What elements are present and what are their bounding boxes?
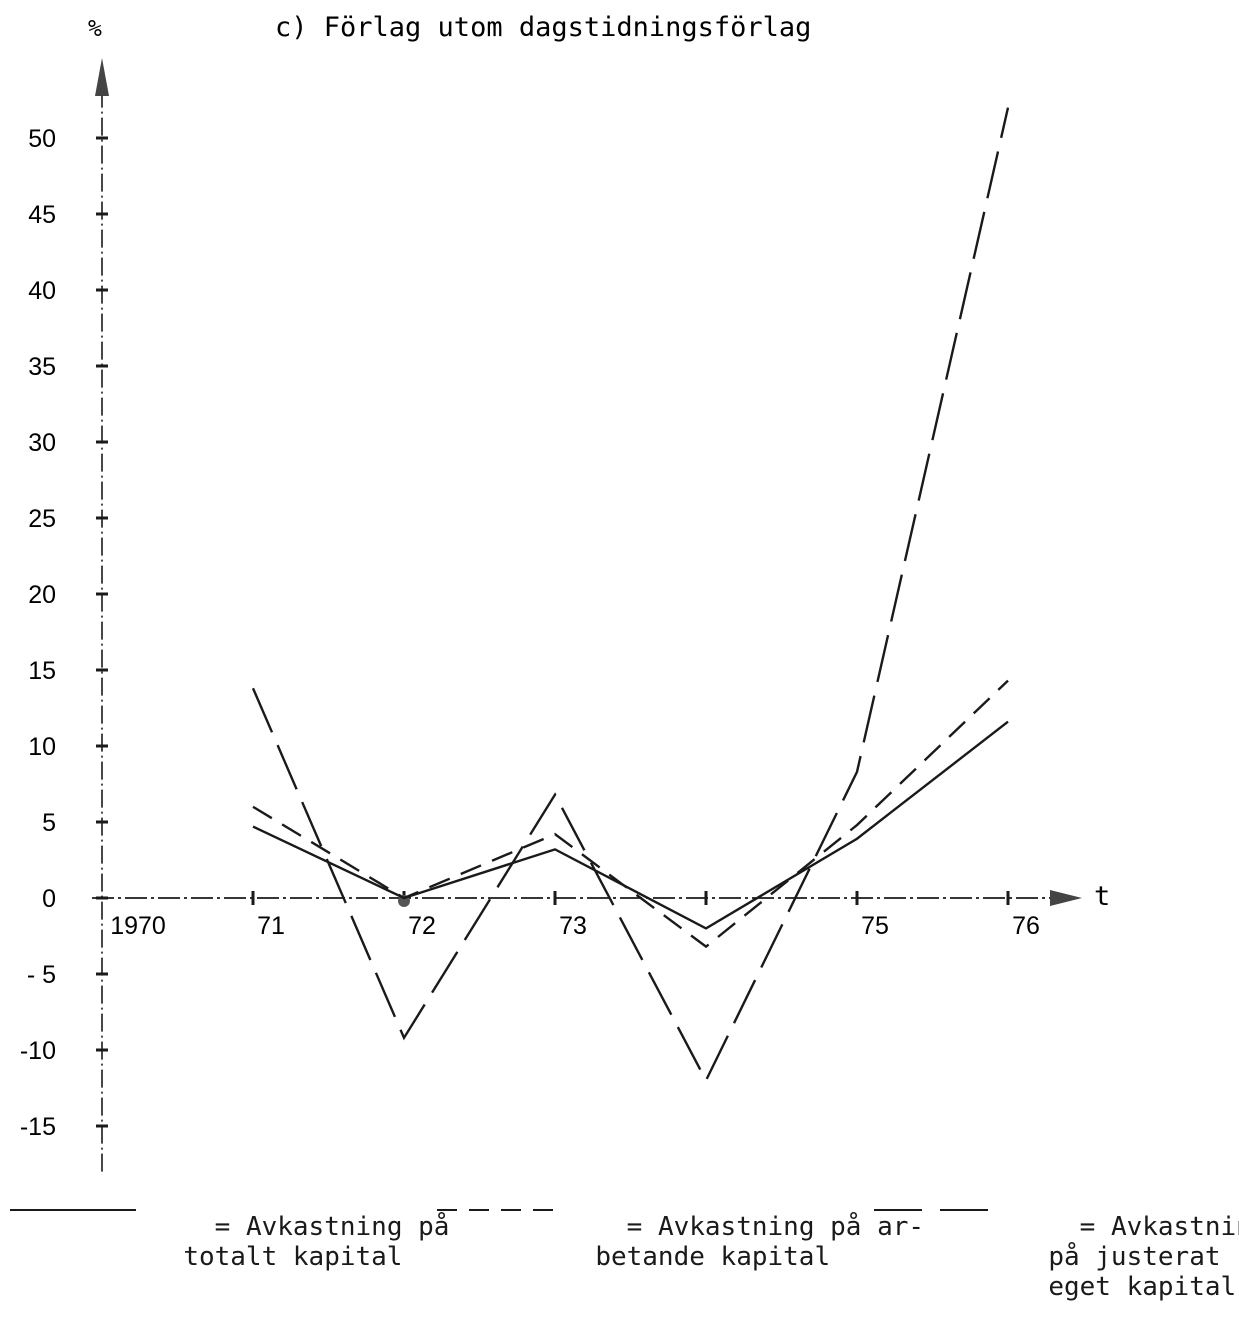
y-tick-label: 50 xyxy=(28,125,56,153)
legend-entry-justerat: = Avkastning på justerat eget kapital xyxy=(1017,1182,1239,1332)
legend-entry-total: = Avkastning på totalt kapital xyxy=(152,1182,449,1302)
legend-text-line2: på justerat xyxy=(1048,1242,1221,1272)
y-tick-label: 0 xyxy=(42,885,56,913)
legend-swatch-solid xyxy=(10,1209,136,1211)
series-line-totalt-kapital xyxy=(252,720,1009,930)
series-lines xyxy=(251,107,1010,1084)
legend-text-line1: Avkastning på ar- xyxy=(657,1212,925,1242)
chart-title: c) Förlag utom dagstidningsförlag xyxy=(275,12,811,43)
y-tick-label: 20 xyxy=(28,581,56,609)
y-tick-label: 35 xyxy=(28,353,56,381)
y-tick-label: 30 xyxy=(28,429,56,457)
y-tick-label: 5 xyxy=(42,809,56,837)
y-tick-label: -10 xyxy=(20,1037,56,1065)
y-tick-label: 25 xyxy=(28,505,56,533)
x-tick-label: 72 xyxy=(408,912,436,940)
y-tick-label: 40 xyxy=(28,277,56,305)
legend-entry-arbetande: = Avkastning på ar- betande kapital xyxy=(564,1182,924,1302)
x-ticks: 1970 71 72 73 75 76 xyxy=(110,891,1040,940)
x-tick-label: 73 xyxy=(559,912,587,940)
legend-swatch-short-dash xyxy=(437,1209,553,1211)
y-tick-label: 10 xyxy=(28,733,56,761)
x-tick-label: 1970 xyxy=(110,912,166,940)
chart: % c) Förlag utom dagstidningsförlag t 50… xyxy=(20,12,1110,1172)
x-tick-label: 75 xyxy=(861,912,889,940)
y-tick-label: 15 xyxy=(28,657,56,685)
y-tick-label: -15 xyxy=(20,1113,56,1141)
legend-eq: = xyxy=(626,1212,643,1242)
y-axis-label: % xyxy=(88,16,102,42)
series-line-arbetande-kapital xyxy=(252,679,1009,949)
legend-text-line1: Avkastning på xyxy=(245,1212,450,1242)
legend-swatch-long-dash xyxy=(874,1209,1002,1211)
x-axis-arrow xyxy=(1050,890,1082,906)
legend-text-line3: eget kapital xyxy=(1048,1272,1237,1302)
x-tick-label: 76 xyxy=(1012,912,1040,940)
axes xyxy=(92,58,1082,1172)
x-axis-label: t xyxy=(1094,881,1110,912)
y-axis-arrow xyxy=(95,58,109,96)
legend-text-line1: Avkastning xyxy=(1110,1212,1239,1242)
legend-text-line2: totalt kapital xyxy=(183,1242,403,1272)
legend-eq: = xyxy=(1079,1212,1096,1242)
series-line-justerat-eget-kapital xyxy=(251,107,1010,1084)
y-tick-label: - 5 xyxy=(27,961,56,989)
legend-text-line2: betande kapital xyxy=(595,1242,831,1272)
x-tick-label: 71 xyxy=(257,912,285,940)
legend-eq: = xyxy=(214,1212,231,1242)
y-tick-label: 45 xyxy=(28,201,56,229)
